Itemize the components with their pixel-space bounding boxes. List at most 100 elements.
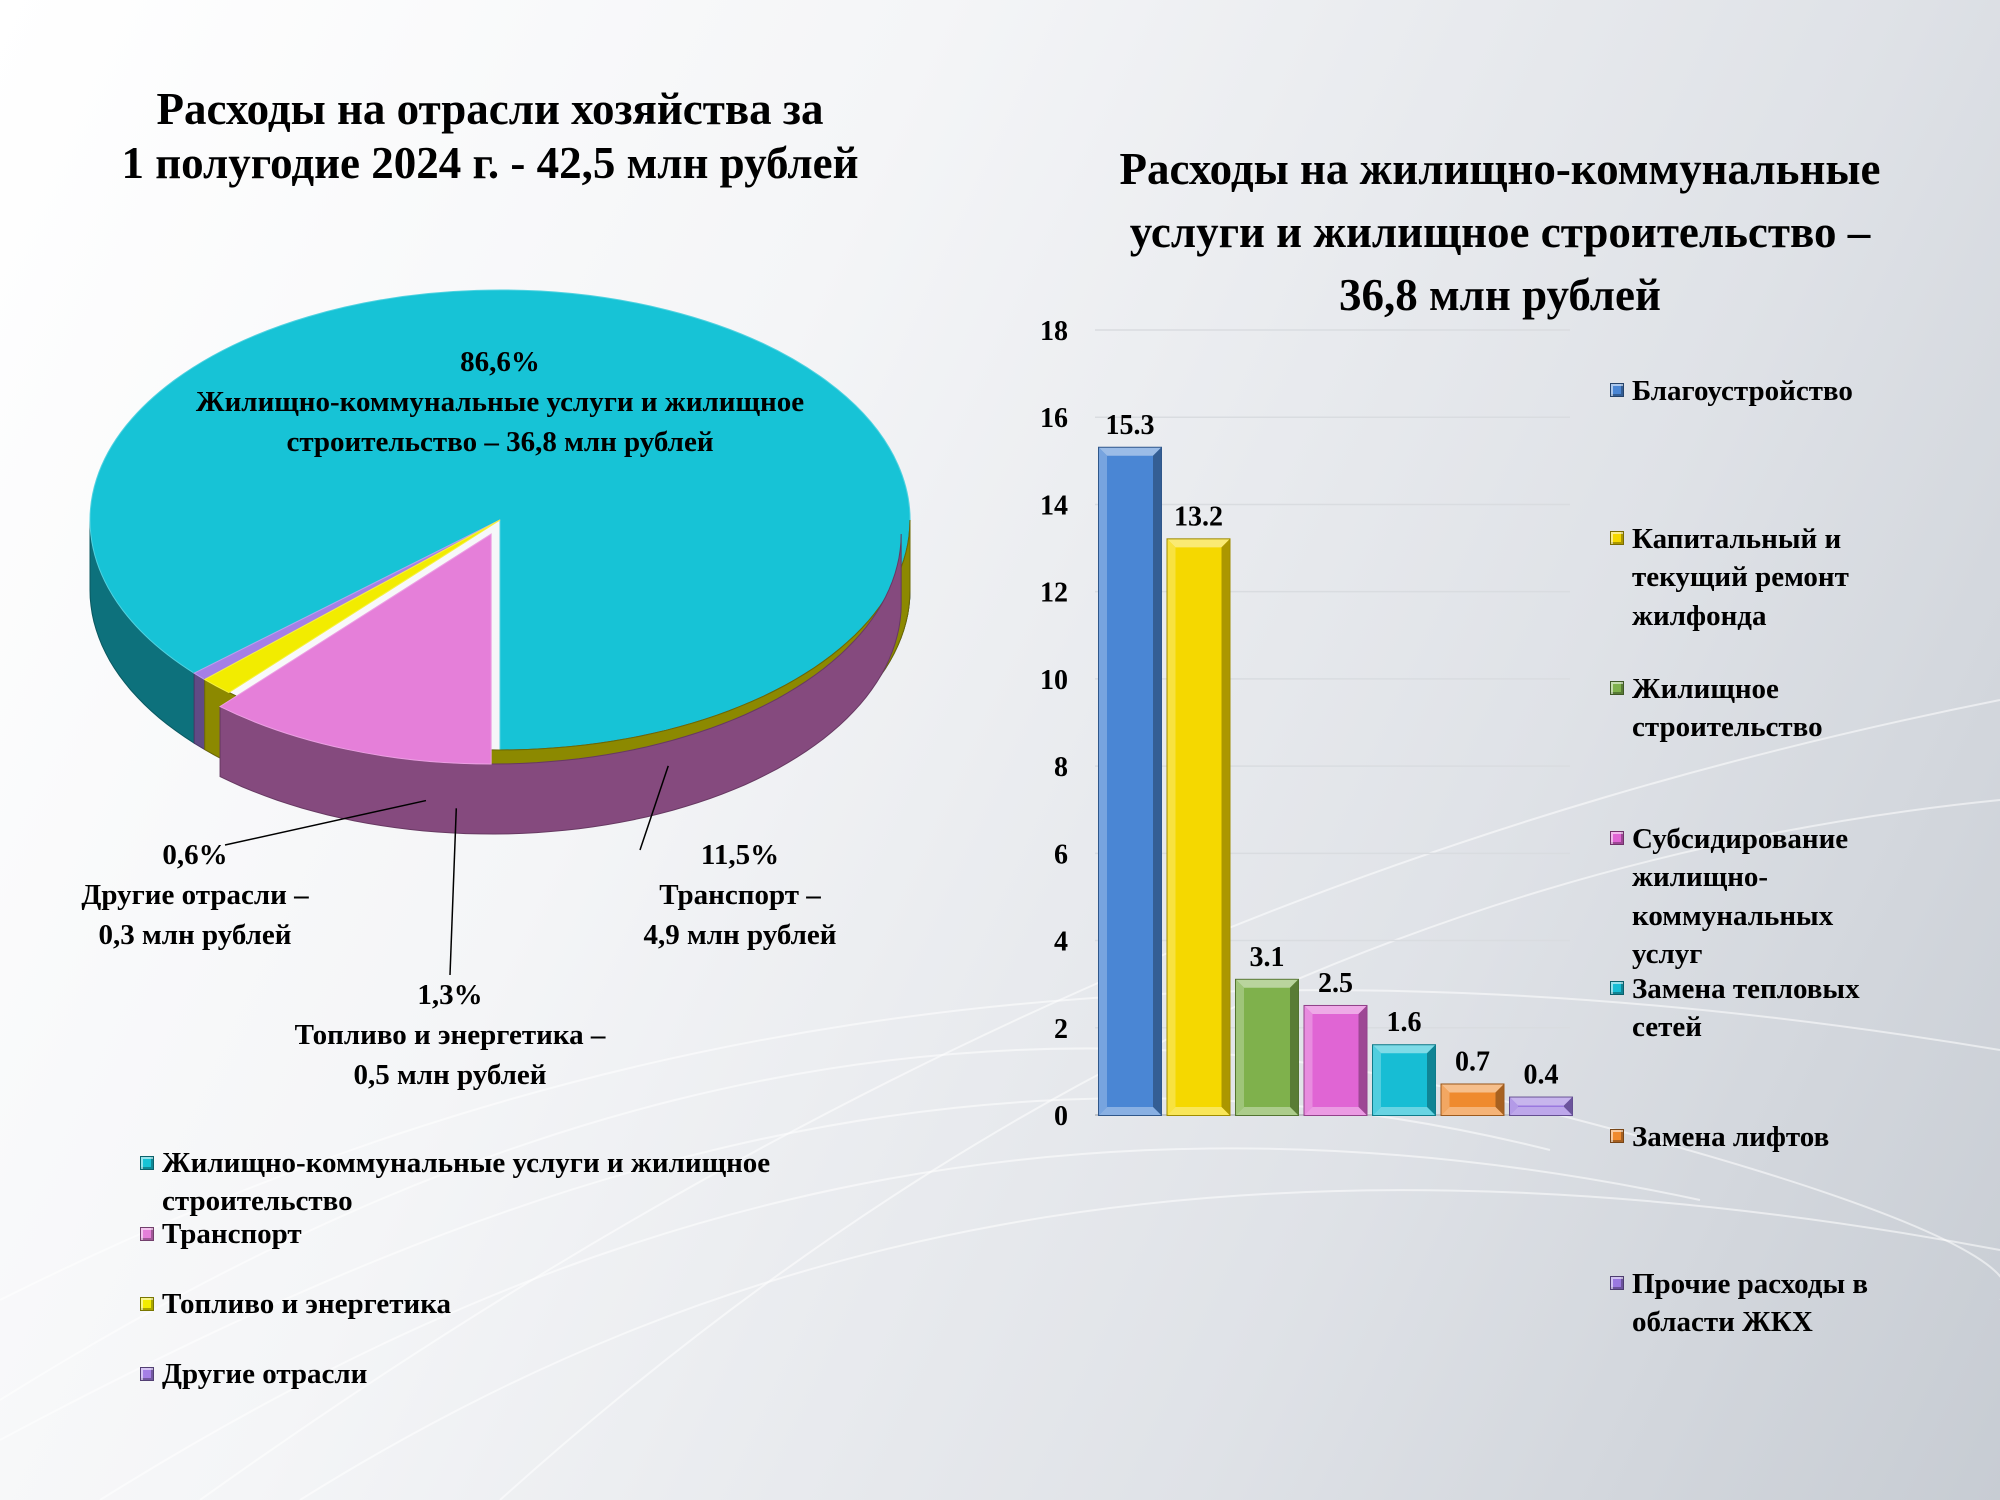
pie-legend-item-transport: Транспорт (140, 1216, 302, 1254)
pie-label-fuel: 1,3% Топливо и энергетика – 0,5 млн рубл… (250, 975, 650, 1095)
bar-legend-item-repair: Капитальный и текущий ремонт жилфонда (1610, 520, 1849, 635)
pie-label-housing-line-1: Жилищно-коммунальные услуги и жилищное (195, 386, 805, 419)
bar-heating-networks (1372, 1044, 1436, 1117)
pie-slice-transport (219, 533, 902, 835)
bar-legend-label-elevators: Замена лифтов (1632, 1121, 1830, 1153)
bar-y-tick-12: 12 (1040, 578, 1068, 609)
pie-slice-transport-top (219, 533, 492, 765)
bar-elevators-bevel-top (1441, 1084, 1504, 1093)
bar-other-housing (1509, 1096, 1573, 1116)
bar-y-tick-2: 2 (1054, 1014, 1068, 1045)
bar-elevators-bevel-left (1441, 1084, 1450, 1115)
bar-legend-label-other-housing-line-2: области ЖКХ (1632, 1306, 1813, 1339)
bar-landscaping (1098, 446, 1162, 1116)
bar-heating-networks-body (1372, 1044, 1436, 1117)
bar-construction (1235, 978, 1299, 1116)
bar-value-label-heating-networks: 1.6 (1387, 1007, 1422, 1038)
bar-legend-swatch-heating-networks (1610, 981, 1624, 995)
bar-title-line-2: услуги и жилищное строительство – (1129, 207, 1871, 257)
bar-legend-label-landscaping: Благоустройство (1632, 375, 1853, 407)
bar-legend-label-repair-line-3: жилфонда (1632, 599, 1767, 632)
bar-y-tick-0: 0 (1054, 1101, 1068, 1132)
bar-legend-label-subsidies-line-1: Субсидирование (1632, 823, 1849, 855)
bar-heating-networks-bevel-right (1427, 1045, 1435, 1115)
bar-legend-swatch-subsidies (1610, 831, 1624, 845)
pie-legend-label-housing-line-1: Жилищно-коммунальные услуги и жилищное (162, 1147, 771, 1179)
bar-construction-bevel-right (1290, 979, 1298, 1115)
bar-legend-swatch-construction (1610, 681, 1624, 695)
pie-label-housing-percent: 86,6% (460, 346, 540, 378)
bar-landscaping-bevel-right (1153, 447, 1161, 1115)
bar-repair-bevel-top (1167, 539, 1230, 548)
bar-construction-bevel-bottom (1236, 1107, 1298, 1115)
bar-heating-networks-bevel-bottom (1373, 1107, 1435, 1115)
pie-chart-title: Расходы на отрасли хозяйства за 1 полуго… (40, 82, 940, 190)
pie-leader-line-transport (639, 765, 669, 851)
bar-heating-networks-bevel-top (1373, 1045, 1435, 1054)
pie-legend-swatch-housing (140, 1156, 154, 1170)
pie-legend-swatch-fuel (140, 1297, 154, 1311)
pie-title-line-2: 1 полугодие 2024 г. - 42,5 млн рублей (121, 138, 859, 188)
bar-legend-label-construction-line-2: строительство (1632, 711, 1823, 744)
bar-construction-body (1235, 978, 1299, 1116)
bar-subsidies-bevel-top (1304, 1005, 1367, 1014)
pie-legend-label-housing-line-2: строительство (162, 1184, 353, 1217)
bar-value-label-construction: 3.1 (1250, 942, 1285, 973)
bar-legend-swatch-elevators (1610, 1129, 1624, 1143)
pie-label-other-line-2: 0,3 млн рублей (98, 919, 292, 952)
pie-slice-transport-side-0 (219, 534, 902, 835)
bar-other-housing-bevel-bottom (1510, 1107, 1572, 1115)
bar-value-label-elevators: 0.7 (1455, 1046, 1490, 1077)
pie-label-fuel-line-1: Топливо и энергетика – (294, 1019, 606, 1052)
pie-label-transport: 11,5% Транспорт – 4,9 млн рублей (590, 835, 890, 955)
bar-landscaping-body (1098, 446, 1162, 1116)
bar-construction-bevel-left (1236, 979, 1244, 1115)
bar-repair-body (1166, 538, 1231, 1117)
bar-legend-item-other-housing: Прочие расходы в области ЖКХ (1610, 1265, 1868, 1342)
bar-y-tick-4: 4 (1054, 927, 1068, 958)
bar-legend-label-repair-line-2: текущий ремонт (1632, 561, 1849, 594)
bar-legend-label-heating-networks-line-1: Замена тепловых (1632, 973, 1860, 1005)
bar-legend-item-heating-networks: Замена тепловых сетей (1610, 970, 1860, 1047)
bar-repair (1166, 538, 1231, 1117)
bar-value-label-repair: 13.2 (1174, 501, 1223, 532)
bar-other-housing-bevel-top (1510, 1097, 1572, 1106)
bar-y-tick-18: 18 (1040, 316, 1068, 347)
bar-legend-item-landscaping: Благоустройство (1610, 372, 1853, 410)
pie-label-other: 0,6% Другие отрасли – 0,3 млн рублей (55, 835, 335, 955)
bar-legend-swatch-landscaping (1610, 383, 1624, 397)
bar-y-tick-16: 16 (1040, 403, 1068, 434)
bar-legend-label-repair-line-1: Капитальный и (1632, 523, 1842, 555)
pie-leader-line-other (224, 799, 427, 846)
bar-value-label-other-housing: 0.4 (1524, 1060, 1559, 1091)
bar-subsidies-bevel-left (1304, 1005, 1313, 1115)
bar-legend-item-construction: Жилищное строительство (1610, 670, 1823, 747)
bar-legend-label-construction-line-1: Жилищное (1632, 673, 1779, 705)
bar-legend-label-heating-networks-line-2: сетей (1632, 1011, 1702, 1044)
bar-y-tick-8: 8 (1054, 752, 1068, 783)
bar-y-tick-6: 6 (1054, 839, 1068, 870)
pie-label-fuel-percent: 1,3% (417, 979, 483, 1011)
bar-repair-bevel-right (1221, 539, 1230, 1115)
bar-title-line-1: Расходы на жилищно-коммунальные (1119, 144, 1881, 194)
pie-label-transport-percent: 11,5% (700, 839, 780, 871)
bar-elevators (1440, 1083, 1505, 1117)
pie-legend-item-other: Другие отрасли (140, 1356, 367, 1394)
bar-landscaping-bevel-left (1099, 447, 1107, 1115)
pie-slice-fuel-top (203, 519, 501, 694)
bar-legend-label-subsidies-line-2: жилищно- (1632, 861, 1769, 894)
pie-label-housing-line-2: строительство – 36,8 млн рублей (286, 426, 714, 459)
pie-legend-swatch-transport (140, 1227, 154, 1241)
bar-legend-label-subsidies-line-3: коммунальных (1632, 899, 1834, 932)
bar-value-label-subsidies: 2.5 (1318, 968, 1353, 999)
bar-landscaping-bevel-top (1099, 447, 1161, 456)
pie-leader-line-fuel (449, 808, 458, 976)
pie-label-other-percent: 0,6% (162, 839, 228, 871)
bar-legend-swatch-other-housing (1610, 1276, 1624, 1290)
pie-label-other-line-1: Другие отрасли – (81, 879, 309, 912)
bar-other-housing-bevel-left (1510, 1097, 1518, 1115)
bar-y-tick-10: 10 (1040, 665, 1068, 696)
bar-repair-bevel-left (1167, 539, 1176, 1115)
bar-value-label-landscaping: 15.3 (1106, 410, 1155, 441)
bar-elevators-bevel-bottom (1441, 1107, 1504, 1115)
